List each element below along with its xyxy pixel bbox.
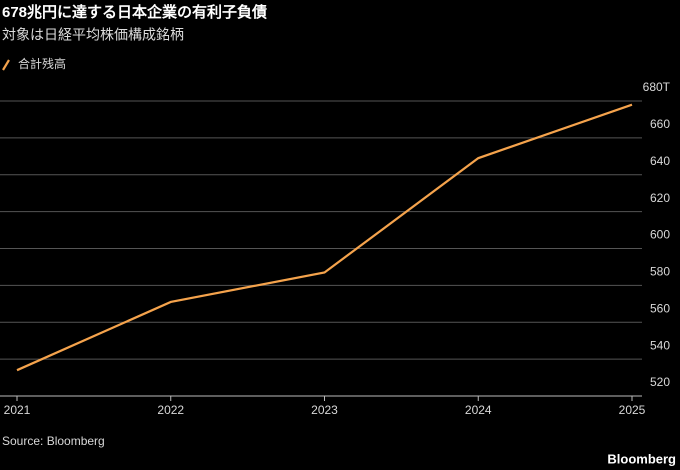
y-tick-label: 520 [650, 375, 670, 389]
x-tick-label: 2025 [619, 403, 646, 417]
source: Source: Bloomberg [2, 434, 105, 448]
y-tick-label: 560 [650, 301, 670, 315]
legend-label: 合計残高 [18, 56, 66, 71]
y-tick-label: 660 [650, 117, 670, 131]
x-tick-label: 2022 [157, 403, 184, 417]
x-tick-label: 2024 [465, 403, 492, 417]
y-tick-label: 680T [643, 80, 671, 94]
y-tick-label: 580 [650, 265, 670, 279]
chart-subtitle: 対象は日経平均株価構成銘柄 [2, 27, 184, 43]
y-tick-label: 600 [650, 228, 670, 242]
y-tick-label: 640 [650, 154, 670, 168]
y-tick-label: 620 [650, 191, 670, 205]
brand: Bloomberg [607, 451, 676, 466]
y-tick-label: 540 [650, 338, 670, 352]
x-tick-label: 2021 [4, 403, 31, 417]
x-tick-label: 2023 [311, 403, 338, 417]
line [16, 103, 633, 372]
legend-swatch [2, 59, 10, 71]
chart-title: 678兆円に達する日本企業の有利子負債 [2, 3, 267, 21]
